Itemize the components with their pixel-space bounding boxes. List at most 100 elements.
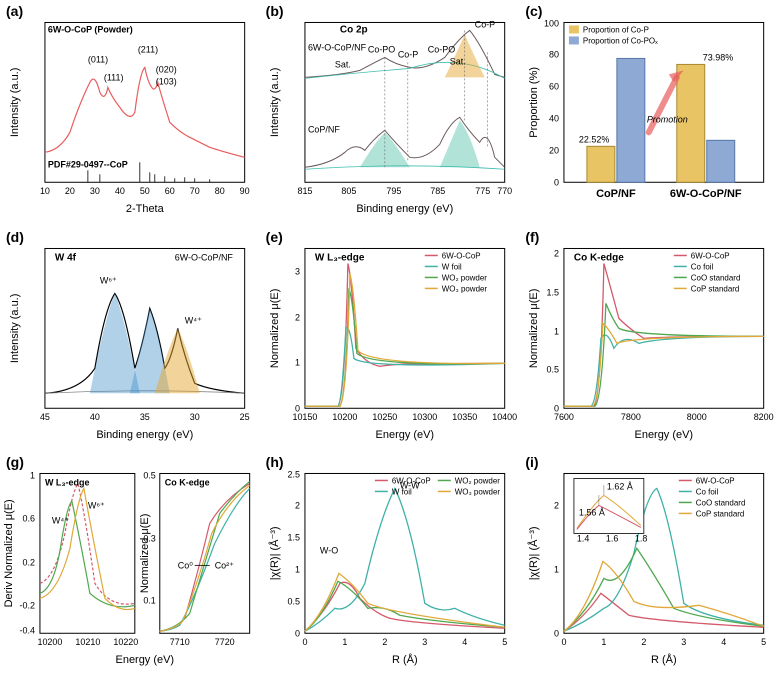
xtick: 90 (240, 186, 250, 196)
peak-011: (011) (88, 54, 108, 64)
leg: 6W-O-CoP (696, 477, 735, 486)
gl-w6: W⁶⁺ (88, 501, 105, 511)
gr-title: Co K-edge (165, 478, 210, 488)
xtick: 5 (502, 638, 507, 648)
xtick: 7800 (621, 412, 641, 422)
leg: CoP standard (691, 284, 740, 293)
panel-i: (i) 1.62 Å 1.56 Å 1.4 1.6 1.8 6W-O-CoP C… (519, 451, 779, 677)
ytick: 0.1 (143, 596, 155, 606)
figure-grid: (a) (011) (111) (211) (020) (103) (0, 0, 779, 663)
panel-i-svg: 1.62 Å 1.56 Å 1.4 1.6 1.8 6W-O-CoP Co fo… (519, 451, 779, 677)
f-line2 (564, 335, 764, 406)
xtick: 10200 (37, 638, 62, 648)
d-title: W 4f (55, 252, 77, 263)
g-xlabel: Energy (eV) (116, 655, 175, 667)
panel-f-label: (f) (525, 229, 539, 245)
xcat1: CoP/NF (596, 188, 636, 200)
leg: W foil (441, 262, 461, 271)
xrd-curve (45, 67, 245, 157)
ylabel: |χ(R)| (Å⁻³) (268, 527, 281, 581)
gl-ylabel: Deriv Normalized μ(E) (3, 500, 15, 608)
ytick: 0 (554, 177, 559, 187)
ytick: 2 (554, 501, 559, 511)
d-w6-label: W⁶⁺ (100, 275, 117, 285)
gr-line4 (160, 486, 250, 632)
panel-a-title: 6W-O-CoP (Powder) (48, 24, 133, 34)
panel-h: (h) W-O W-W 6W-O-CoP W foil WO₂ powder W… (260, 451, 520, 677)
xtick: 775 (475, 186, 490, 196)
panel-a-svg: (011) (111) (211) (020) (103) 6W-O-CoP (… (0, 0, 260, 226)
legend-swatch-1 (569, 25, 579, 33)
peak-211: (211) (138, 44, 158, 54)
ylabel: |χ(R)| (Å⁻³) (527, 527, 540, 581)
d-w6-1 (90, 293, 140, 393)
ytick: 40 (549, 113, 559, 123)
xtick: 7720 (215, 638, 235, 648)
peak-111: (111) (104, 72, 124, 82)
leg: 6W-O-CoP (691, 251, 730, 260)
peak-103: (103) (156, 76, 177, 86)
xtick: 10 (40, 186, 50, 196)
leg: CoO standard (691, 273, 741, 282)
xlabel: R (Å) (651, 654, 677, 667)
panel-a-label: (a) (6, 3, 23, 19)
b-sat2: Sat. (449, 56, 465, 66)
panel-e-label: (e) (266, 229, 283, 245)
xtick: 795 (386, 186, 401, 196)
xtick: 10400 (492, 412, 517, 422)
legend1: Proportion of Co-P (583, 25, 649, 34)
xtick: 10220 (113, 638, 138, 648)
xtick: 5 (762, 638, 767, 648)
ytick: 1 (30, 471, 35, 481)
ytick: 0 (554, 403, 559, 413)
ytick: 1 (554, 565, 559, 575)
panel-d: (d) W 4f 6W-O-CoP/NF W⁶⁺ W⁴⁺ 45 40 35 30… (0, 226, 260, 452)
i-inset-l2: 1.56 Å (579, 508, 605, 518)
b-bot-copo2 (439, 120, 479, 167)
leg: CoO standard (696, 499, 746, 508)
ylabel: Intensity (a.u.) (9, 293, 21, 363)
panel-b-svg: Co 2p 6W-O-CoP/NF CoP/NF Sat. Co-PO Co-P… (260, 0, 520, 226)
panel-d-svg: W 4f 6W-O-CoP/NF W⁶⁺ W⁴⁺ 45 40 35 30 25 … (0, 226, 260, 452)
xtick: 50 (140, 186, 150, 196)
xtick: 40 (115, 186, 125, 196)
h-line4 (305, 574, 505, 632)
val2: 73.98% (703, 52, 733, 62)
xtick: 770 (497, 186, 512, 196)
h-legend: 6W-O-CoP W foil WO₂ powder WO₃ powder (375, 477, 501, 497)
panel-c-label: (c) (525, 3, 542, 19)
xlabel: Energy (eV) (635, 429, 694, 441)
ytick: 60 (549, 81, 559, 91)
panel-e-svg: W L₃-edge 6W-O-CoP W foil WO₂ powder WO₃… (260, 226, 520, 452)
xtick: 7710 (170, 638, 190, 648)
ytick: 20 (549, 145, 559, 155)
xtick: 10300 (412, 412, 437, 422)
panel-b-title: Co 2p (340, 24, 368, 35)
panel-h-label: (h) (266, 454, 284, 470)
panel-g-svg: W L₃-edge W⁴⁺ W⁶⁺ 1 0.6 0.2 -0.2 -0.4 10… (0, 451, 260, 677)
f-title: Co K-edge (574, 252, 624, 263)
i-line3 (564, 549, 764, 632)
ref-label: PDF#29-0497--CoP (48, 159, 128, 169)
xlabel: R (Å) (392, 654, 418, 667)
xtick: 2 (642, 638, 647, 648)
xtick: 10250 (372, 412, 397, 422)
ytick: 2 (295, 312, 300, 322)
leg: W foil (391, 488, 411, 497)
xtick: 45 (40, 412, 50, 422)
ytick: 1.5 (287, 533, 299, 543)
ytick: 0 (554, 629, 559, 639)
h-line2 (305, 489, 505, 632)
xtick: 1.4 (577, 534, 589, 544)
i-inset-l1: 1.62 Å (607, 482, 633, 492)
b-series2: CoP/NF (308, 124, 340, 134)
leg: WO₂ powder (454, 477, 500, 486)
peak-020: (020) (156, 64, 177, 74)
b-series1: 6W-O-CoP/NF (308, 42, 367, 52)
ytick: 2 (295, 501, 300, 511)
leg: WO₃ powder (454, 488, 500, 497)
e-title: W L₃-edge (315, 252, 365, 263)
panel-i-label: (i) (525, 454, 538, 470)
ylabel: Proportion (%) (528, 67, 540, 138)
leg: WO₂ powder (441, 273, 487, 282)
